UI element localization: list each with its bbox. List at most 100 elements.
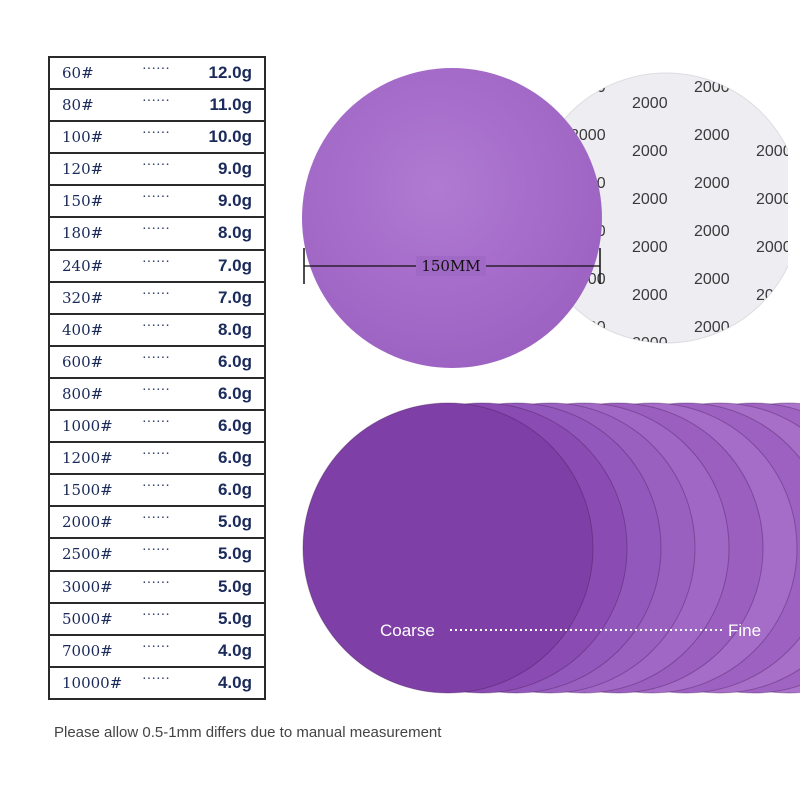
fine-label: Fine [728, 621, 761, 640]
grit-value: 1500# [62, 481, 113, 500]
grit-value: 3000# [62, 577, 113, 596]
leader-dots: ······ [142, 222, 170, 238]
leader-dots: ······ [142, 126, 170, 142]
backing-code-text: 2000 [570, 367, 606, 370]
backing-code-text: 2000 [632, 335, 668, 352]
backing-code-text: 2000 [694, 367, 730, 370]
leader-dots: ······ [142, 607, 170, 623]
disc-fan-illustration: Coarse Fine [302, 402, 800, 694]
backing-code-text: 2000 [632, 191, 668, 208]
leader-dots: ······ [142, 286, 170, 302]
leader-dots: ······ [142, 318, 170, 334]
weight-value: 6.0g [217, 448, 252, 468]
grit-weight-table: 60# ······ 12.0g 80# ······ 11.0g 100# ······ 10… [48, 56, 266, 700]
grit-value: 240# [62, 256, 104, 275]
grit-value: 80# [62, 96, 94, 115]
weight-value: 6.0g [217, 416, 252, 436]
weight-value: 4.0g [217, 672, 252, 692]
table-row: 80# ······ 11.0g [48, 90, 266, 123]
disc-pair-illustration: 2000 2000 2000 2000 2000 2000 2000 2000 2000 2000… [302, 68, 788, 370]
fan-disc [302, 402, 594, 694]
weight-value: 11.0g [209, 95, 252, 115]
backing-code-text: 2000 [756, 239, 788, 256]
leader-dots: ······ [142, 671, 170, 687]
grit-value: 120# [62, 160, 104, 179]
leader-dots: ······ [142, 158, 170, 174]
backing-code-text: 2000 [570, 79, 606, 96]
backing-code-text: 2000 [694, 127, 730, 144]
backing-code-text: 2000 [694, 271, 730, 288]
table-row: 600# ······ 6.0g [48, 346, 266, 379]
grit-value: 2000# [62, 513, 113, 532]
backing-code-text: 2000 [694, 223, 730, 240]
backing-code-text: 2000 [632, 143, 668, 160]
leader-dots: ······ [142, 447, 170, 463]
leader-dots: ······ [142, 190, 170, 206]
leader-dots: ······ [142, 254, 170, 270]
table-row: 7000# ······ 4.0g [48, 635, 266, 668]
weight-value: 9.0g [217, 159, 252, 179]
grit-value: 320# [62, 288, 104, 307]
grit-value: 10000# [62, 673, 123, 692]
backing-code-text: 2000 [694, 175, 730, 192]
table-row: 100# ······ 10.0g [48, 122, 266, 155]
grit-value: 2500# [62, 545, 113, 564]
grit-value: 100# [62, 128, 104, 147]
table-row: 60# ······ 12.0g [48, 58, 266, 91]
backing-code-text: 2000 [570, 319, 606, 336]
weight-value: 6.0g [217, 383, 252, 403]
table-row: 240# ······ 7.0g [48, 250, 266, 283]
backing-code-text: 2000 [694, 79, 730, 96]
backing-code-text: 2000 [694, 319, 730, 336]
grit-value: 7000# [62, 641, 113, 660]
weight-value: 6.0g [217, 480, 252, 500]
leader-dots: ······ [142, 543, 170, 559]
backing-code-text: 2000 [756, 287, 788, 304]
grit-value: 1200# [62, 449, 113, 468]
grit-value: 180# [62, 224, 104, 243]
leader-dots: ······ [142, 575, 170, 591]
dimension-line: 150MM [303, 248, 601, 284]
grit-value: 5000# [62, 609, 113, 628]
backing-code-text: 2000 [756, 335, 788, 352]
table-row: 800# ······ 6.0g [48, 378, 266, 412]
weight-value: 7.0g [217, 287, 252, 307]
leader-dots: ······ [142, 479, 170, 495]
leader-dots: ······ [142, 639, 170, 655]
weight-value: 9.0g [217, 191, 252, 211]
footer-note: Please allow 0.5-1mm differs due to manu… [54, 724, 442, 741]
weight-value: 5.0g [217, 512, 252, 532]
weight-value: 6.0g [217, 351, 252, 371]
table-row: 2000# ······ 5.0g [48, 507, 266, 540]
weight-value: 8.0g [217, 319, 252, 339]
weight-value: 8.0g [217, 223, 252, 243]
grit-value: 150# [62, 192, 104, 211]
backing-code-text: 2000 [632, 287, 668, 304]
grit-value: 400# [62, 320, 104, 339]
weight-value: 5.0g [217, 544, 252, 564]
leader-dots: ······ [142, 94, 170, 110]
table-row: 150# ······ 9.0g [48, 186, 266, 219]
table-row: 1000# ······ 6.0g [48, 411, 266, 444]
backing-code-text: 2000 [756, 95, 788, 112]
coarse-label: Coarse [380, 621, 435, 640]
backing-code-text: 2000 [756, 191, 788, 208]
table-row: 5000# ······ 5.0g [48, 603, 266, 636]
weight-value: 7.0g [217, 255, 252, 275]
leader-dots: ······ [142, 62, 170, 77]
table-row: 320# ······ 7.0g [48, 282, 266, 315]
coarse-fine-scale: Coarse Fine [380, 621, 761, 640]
table-row: 180# ······ 8.0g [48, 218, 266, 251]
grit-value: 1000# [62, 417, 113, 436]
table-row: 1500# ······ 6.0g [48, 475, 266, 508]
table-row: 400# ······ 8.0g [48, 314, 266, 347]
table-row: 120# ······ 9.0g [48, 154, 266, 187]
grit-value: 600# [62, 352, 104, 371]
leader-dots: ······ [142, 511, 170, 527]
grit-value: 800# [62, 384, 104, 403]
leader-dots: ······ [142, 382, 170, 398]
table-row: 10000# ······ 4.0g [48, 667, 266, 700]
table-row: 2500# ······ 5.0g [48, 539, 266, 572]
disc-abrasive-face [302, 68, 602, 368]
table-row: 3000# ······ 5.0g [48, 571, 266, 604]
